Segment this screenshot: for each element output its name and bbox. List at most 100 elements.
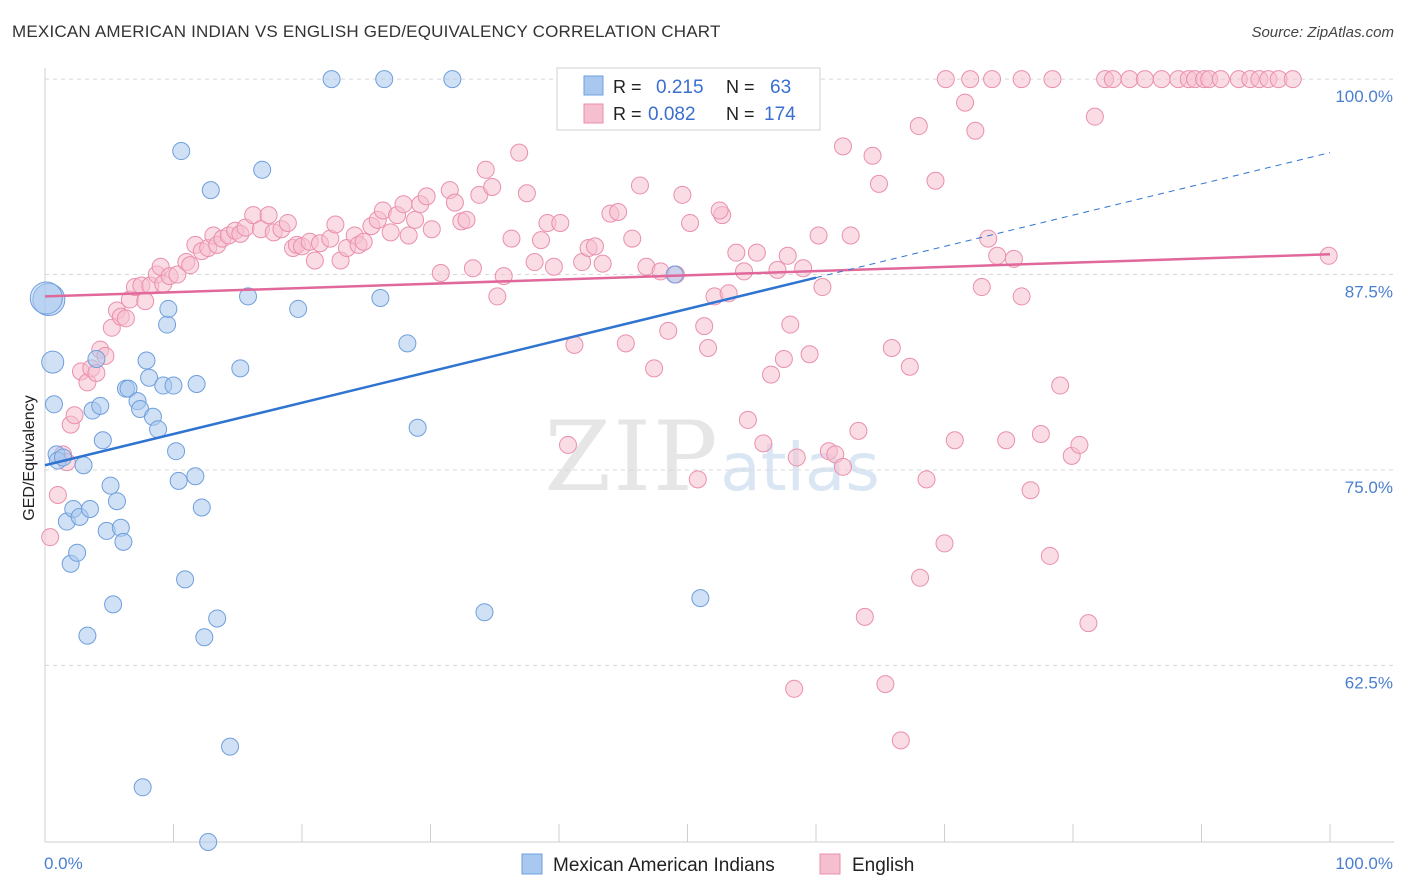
legend-swatch-blue — [583, 75, 604, 96]
blue-point-20 — [104, 595, 123, 614]
pink-point-27 — [181, 256, 200, 275]
pink-point-183 — [909, 117, 928, 136]
pink-point-160 — [1120, 70, 1139, 89]
pink-point-130 — [855, 607, 874, 626]
pink-point-118 — [774, 349, 793, 368]
pink-point-177 — [983, 70, 1002, 89]
pink-point-73 — [463, 259, 482, 278]
pink-point-132 — [869, 174, 888, 193]
blue-point-57 — [408, 418, 427, 437]
pink-point-168 — [1211, 70, 1230, 89]
blue-point-17 — [93, 431, 112, 450]
pink-point-153 — [1051, 376, 1070, 395]
mexican-american-indian-points — [29, 70, 710, 851]
legend-n-value-1: 63 — [770, 77, 791, 98]
pink-point-40 — [259, 206, 278, 225]
pink-point-175 — [936, 70, 955, 89]
pink-point-182 — [778, 246, 797, 265]
pink-point-122 — [800, 345, 819, 364]
blue-point-50 — [239, 287, 258, 306]
legend-n-label-1: N = — [726, 77, 755, 97]
mexican-american-indian-trend-line — [44, 276, 817, 467]
pink-point-114 — [747, 243, 766, 262]
legend-swatch-pink — [583, 103, 604, 124]
blue-point-62 — [29, 281, 63, 315]
pink-point-127 — [833, 457, 852, 476]
blue-point-29 — [137, 351, 156, 370]
y-tick-label-1: 75.0% — [1345, 478, 1393, 497]
pink-point-149 — [1012, 287, 1031, 306]
pink-point-104 — [681, 213, 700, 232]
stats-legend: R = 0.215 N = 63 R = 0.082 N = 174 — [556, 67, 821, 131]
watermark-atlas: atlas — [720, 429, 880, 506]
axes — [44, 68, 1394, 843]
legend-r-value-2: 0.082 — [648, 104, 696, 125]
blue-point-49 — [231, 359, 250, 378]
pink-point-95 — [616, 334, 635, 353]
blue-point-34 — [158, 315, 177, 334]
blue-point-38 — [169, 471, 188, 490]
mexican-american-indian-trend-extension — [815, 152, 1331, 279]
pink-point-62 — [394, 195, 413, 214]
pink-point-113 — [738, 410, 757, 429]
pink-point-60 — [381, 223, 400, 242]
pink-point-121 — [794, 259, 813, 278]
pink-point-1 — [48, 485, 67, 504]
pink-point-101 — [659, 321, 678, 340]
pink-point-51 — [326, 215, 345, 234]
pink-point-81 — [517, 184, 536, 203]
blue-point-21 — [107, 492, 126, 511]
legend-r-value-1: 0.215 — [656, 77, 704, 98]
english-trend-line — [44, 252, 1331, 298]
pink-point-112 — [735, 262, 754, 281]
pink-point-135 — [891, 731, 910, 750]
pink-point-178 — [1012, 70, 1031, 89]
blue-point-28 — [133, 778, 152, 797]
pink-point-116 — [762, 365, 781, 384]
blue-point-45 — [199, 833, 218, 851]
blue-point-46 — [201, 181, 220, 200]
blue-point-61 — [691, 589, 710, 608]
pink-point-157 — [1085, 107, 1104, 126]
pink-point-146 — [988, 246, 1007, 265]
pink-point-48 — [305, 251, 324, 270]
pink-point-72 — [457, 210, 476, 229]
pink-point-64 — [406, 210, 425, 229]
pink-point-144 — [972, 278, 991, 297]
pink-point-161 — [1135, 70, 1154, 89]
blue-point-43 — [192, 498, 211, 517]
pink-point-119 — [781, 315, 800, 334]
pink-point-180 — [1319, 246, 1338, 265]
blue-point-44 — [195, 628, 214, 647]
blue-point-37 — [167, 442, 186, 461]
pink-point-184 — [833, 137, 852, 156]
blue-point-54 — [371, 288, 390, 307]
pink-point-136 — [900, 357, 919, 376]
pink-point-142 — [956, 93, 975, 112]
pink-point-115 — [754, 434, 773, 453]
series-legend: Mexican American Indians English — [521, 853, 914, 876]
blue-point-19 — [101, 476, 120, 495]
pink-point-99 — [645, 359, 664, 378]
pink-point-159 — [1103, 70, 1122, 89]
pink-point-97 — [630, 176, 649, 195]
blue-point-35 — [159, 299, 178, 318]
series-legend-swatch-blue — [521, 853, 543, 875]
pink-point-77 — [488, 287, 507, 306]
blue-point-39 — [172, 142, 191, 161]
pink-point-80 — [510, 143, 529, 162]
pink-point-86 — [551, 213, 570, 232]
source-label: Source: ZipAtlas.com — [1251, 24, 1394, 41]
blue-point-59 — [475, 603, 494, 622]
legend-n-value-2: 174 — [764, 104, 796, 125]
blue-point-42 — [187, 374, 206, 393]
pink-point-83 — [532, 231, 551, 250]
blue-point-51 — [253, 160, 272, 179]
blue-point-41 — [186, 467, 205, 486]
pink-point-63 — [399, 226, 418, 245]
pink-point-103 — [673, 185, 692, 204]
y-axis-label: GED/Equivalency — [21, 395, 38, 520]
pink-point-117 — [768, 260, 787, 279]
y-tick-label-3: 100.0% — [1335, 87, 1393, 106]
